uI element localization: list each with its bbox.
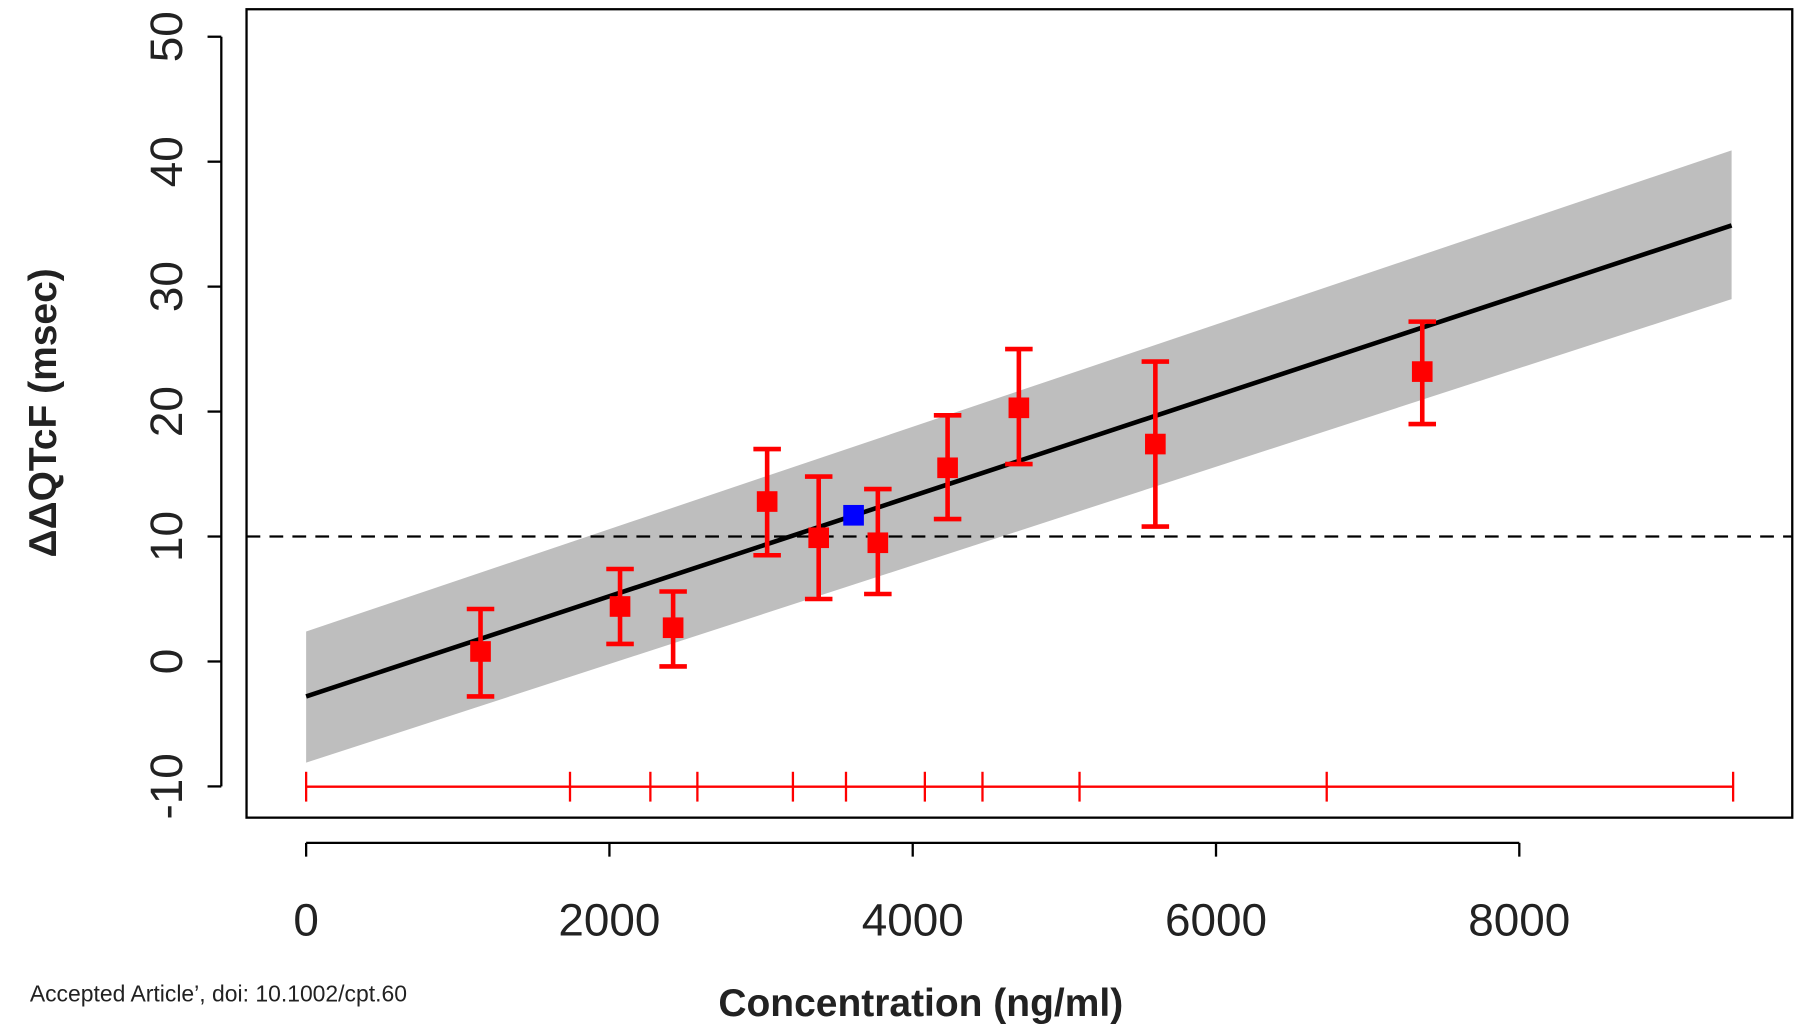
x-tick-label: 2000 bbox=[558, 893, 660, 945]
y-tick-label: -10 bbox=[140, 753, 192, 819]
y-axis-label: ΔΔQTcF (msec) bbox=[22, 268, 65, 557]
x-tick-label: 4000 bbox=[862, 893, 964, 945]
x-axis-label: Concentration (ng/ml) bbox=[718, 982, 1123, 1025]
point bbox=[662, 617, 684, 639]
x-tick-label: 8000 bbox=[1468, 893, 1570, 945]
point bbox=[609, 596, 631, 617]
point bbox=[1145, 433, 1166, 455]
point bbox=[1411, 361, 1433, 382]
point bbox=[808, 527, 830, 549]
y-tick-label: 40 bbox=[140, 136, 192, 187]
point bbox=[867, 532, 889, 554]
point bbox=[843, 504, 864, 526]
point bbox=[937, 457, 958, 479]
point bbox=[756, 491, 778, 512]
y-tick-label: 30 bbox=[140, 261, 192, 312]
point bbox=[470, 641, 491, 662]
y-tick-label: 50 bbox=[140, 11, 192, 62]
x-tick-label: 6000 bbox=[1165, 893, 1267, 945]
y-tick-label: 10 bbox=[140, 511, 192, 562]
plot-frame bbox=[245, 8, 1794, 819]
y-tick-label: 20 bbox=[140, 386, 192, 437]
footnote: Accepted Article’, doi: 10.1002/cpt.60 bbox=[30, 980, 407, 1006]
point bbox=[1008, 397, 1030, 419]
y-tick-label: 0 bbox=[140, 649, 192, 675]
x-tick-label: 0 bbox=[293, 893, 319, 945]
